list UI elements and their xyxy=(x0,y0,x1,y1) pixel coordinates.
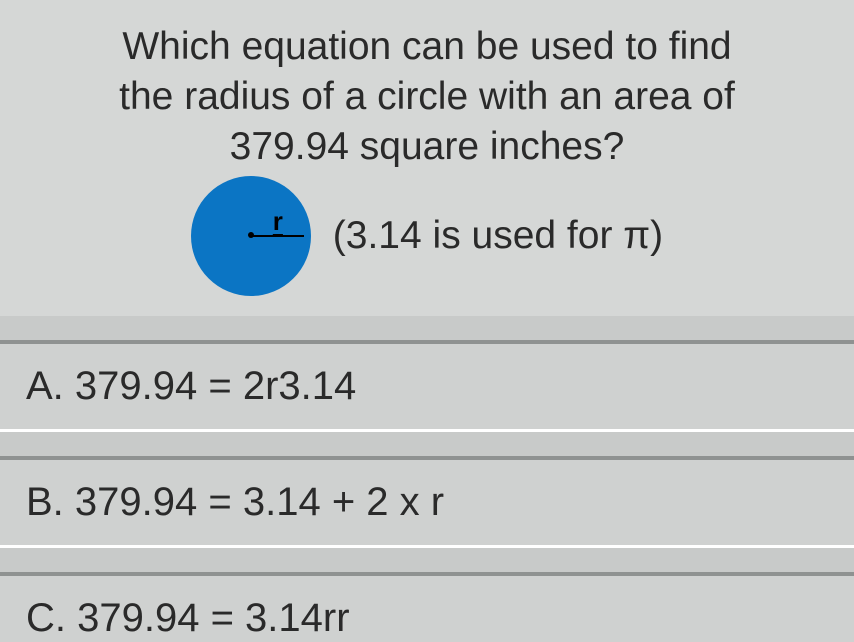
answer-option-b[interactable]: B. 379.94 = 3.14 + 2 x r xyxy=(0,456,854,548)
answer-b-text: 379.94 = 3.14 + 2 x r xyxy=(75,480,444,524)
question-line-1: Which equation can be used to find xyxy=(28,22,826,72)
radius-label: r xyxy=(273,206,283,237)
answer-c-text: 379.94 = 3.14rr xyxy=(77,596,349,640)
quiz-container: Which equation can be used to find the r… xyxy=(0,0,854,642)
circle-and-note-row: r (3.14 is used for π) xyxy=(28,176,826,296)
answer-option-a[interactable]: A. 379.94 = 2r3.14 xyxy=(0,340,854,432)
answer-c-label: C. xyxy=(26,596,66,640)
question-line-3: 379.94 square inches? xyxy=(28,122,826,172)
question-line-2: the radius of a circle with an area of xyxy=(28,72,826,122)
answer-a-label: A. xyxy=(26,364,64,408)
question-line-4: (3.14 is used for π) xyxy=(333,211,663,261)
answer-b-label: B. xyxy=(26,480,64,524)
answer-option-c[interactable]: C. 379.94 = 3.14rr xyxy=(0,572,854,642)
answer-a-text: 379.94 = 2r3.14 xyxy=(75,364,356,408)
question-block: Which equation can be used to find the r… xyxy=(0,0,854,316)
circle-diagram: r xyxy=(191,176,311,296)
